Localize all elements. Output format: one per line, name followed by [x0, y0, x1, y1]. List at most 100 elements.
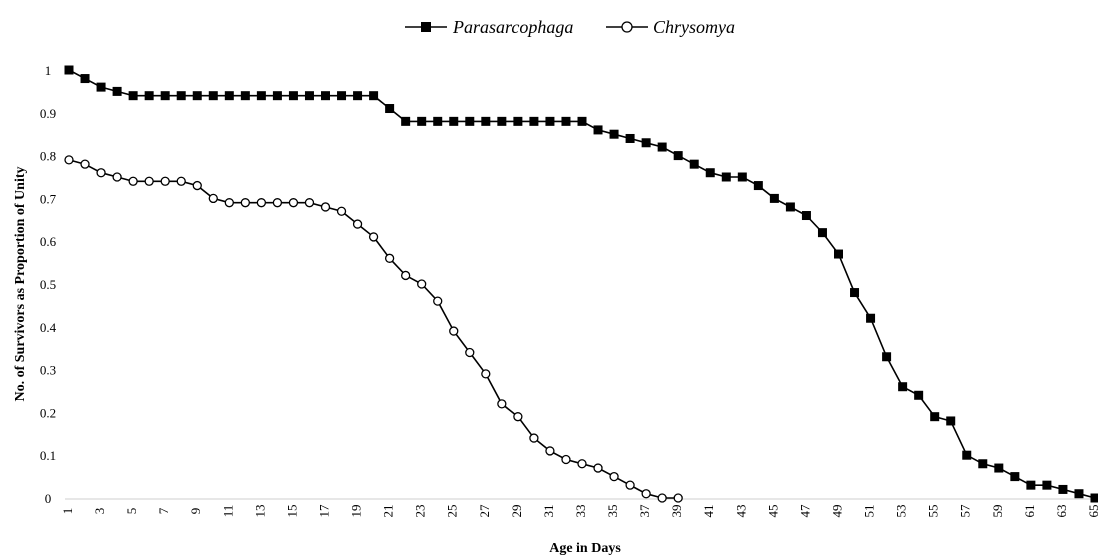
y-tick-label: 0.3: [40, 363, 56, 378]
data-point: [914, 390, 924, 400]
data-point: [128, 91, 138, 101]
x-tick-label: 9: [188, 508, 203, 515]
data-point: [112, 86, 122, 96]
data-point: [64, 65, 74, 75]
data-point: [64, 155, 74, 165]
data-point: [481, 116, 491, 126]
data-point: [465, 347, 475, 358]
data-point: [336, 206, 347, 216]
x-tick-label: 39: [669, 505, 684, 518]
data-point: [433, 116, 443, 126]
data-point: [593, 463, 603, 473]
data-point: [561, 116, 571, 126]
x-axis-title: Age in Days: [549, 541, 621, 556]
x-tick-label: 45: [765, 505, 780, 518]
x-tick-label: 11: [220, 505, 235, 518]
data-point: [449, 326, 459, 336]
x-tick-label: 47: [797, 504, 812, 518]
x-tick-label: 43: [733, 505, 748, 518]
y-axis-title: No. of Survivors as Proportion of Unity: [13, 166, 28, 401]
data-point: [737, 172, 747, 182]
x-tick-label: 3: [92, 508, 107, 515]
data-point: [1026, 480, 1036, 490]
data-point: [1010, 472, 1020, 482]
x-tick-label: 7: [156, 507, 171, 514]
legend-item-parasarcophaga: Parasarcophaga: [405, 17, 573, 37]
data-point: [769, 193, 779, 203]
y-tick-label: 0.4: [40, 320, 57, 335]
x-tick-label: 33: [573, 505, 588, 518]
data-point: [753, 181, 763, 191]
data-point: [160, 176, 170, 186]
data-point: [705, 168, 715, 178]
data-point: [384, 253, 395, 263]
data-point: [272, 198, 283, 208]
data-point: [112, 172, 122, 182]
data-point: [513, 116, 523, 126]
legend-item-chrysomya: Chrysomya: [606, 17, 735, 37]
data-point: [465, 116, 475, 126]
data-point: [898, 382, 908, 392]
data-point: [272, 91, 282, 101]
x-tick-label: 19: [349, 505, 364, 518]
data-point: [208, 193, 218, 204]
series-parasarcophaga: [64, 65, 1098, 503]
data-point: [609, 129, 619, 139]
data-point: [801, 211, 811, 221]
x-tick-label: 21: [381, 505, 396, 518]
data-point: [304, 91, 314, 101]
data-point: [1074, 489, 1084, 499]
y-tick-label: 1: [45, 63, 52, 78]
data-point: [481, 369, 491, 379]
data-point: [433, 296, 443, 306]
data-point: [240, 91, 250, 101]
series-line: [68, 69, 1096, 499]
x-tick-label: 13: [252, 505, 267, 518]
data-point: [417, 116, 427, 126]
x-tick-label: 23: [413, 505, 428, 518]
x-tick-label: 27: [477, 504, 492, 518]
x-tick-label: 61: [1022, 505, 1037, 518]
x-tick-label: 1: [60, 508, 75, 515]
legend-label: Parasarcophaga: [452, 17, 573, 37]
y-tick-label: 0: [45, 491, 52, 506]
x-tick-label: 55: [926, 505, 941, 518]
data-point: [593, 125, 603, 135]
data-point: [288, 91, 298, 101]
series-layer: [64, 65, 1098, 503]
data-point: [689, 159, 699, 169]
data-point: [1058, 484, 1068, 494]
data-point: [401, 270, 411, 281]
data-point: [1042, 480, 1052, 490]
data-point: [641, 489, 651, 499]
x-tick-label: 31: [541, 505, 556, 518]
data-point: [657, 493, 667, 503]
data-point: [449, 116, 459, 126]
x-tick-label: 15: [284, 505, 299, 518]
x-tick-label: 49: [829, 505, 844, 518]
data-point: [224, 91, 234, 101]
data-point: [978, 459, 988, 469]
y-tick-label: 0.1: [40, 448, 56, 463]
data-point: [192, 91, 202, 101]
data-point: [946, 416, 956, 426]
data-point: [962, 450, 972, 460]
data-point: [224, 198, 234, 208]
x-tick-label: 51: [862, 505, 877, 518]
data-point: [609, 471, 619, 482]
data-point: [834, 249, 843, 259]
data-point: [529, 433, 539, 443]
data-point: [337, 91, 347, 101]
data-point: [176, 91, 186, 101]
data-point: [256, 91, 266, 101]
x-tick-label: 37: [637, 504, 652, 518]
data-point: [561, 454, 571, 465]
data-point: [369, 91, 379, 101]
series-chrysomya: [64, 155, 683, 503]
data-point: [353, 91, 363, 101]
data-point: [545, 446, 555, 456]
legend-label: Chrysomya: [653, 17, 735, 37]
data-point: [577, 459, 587, 469]
x-tick-label: 41: [701, 505, 716, 518]
